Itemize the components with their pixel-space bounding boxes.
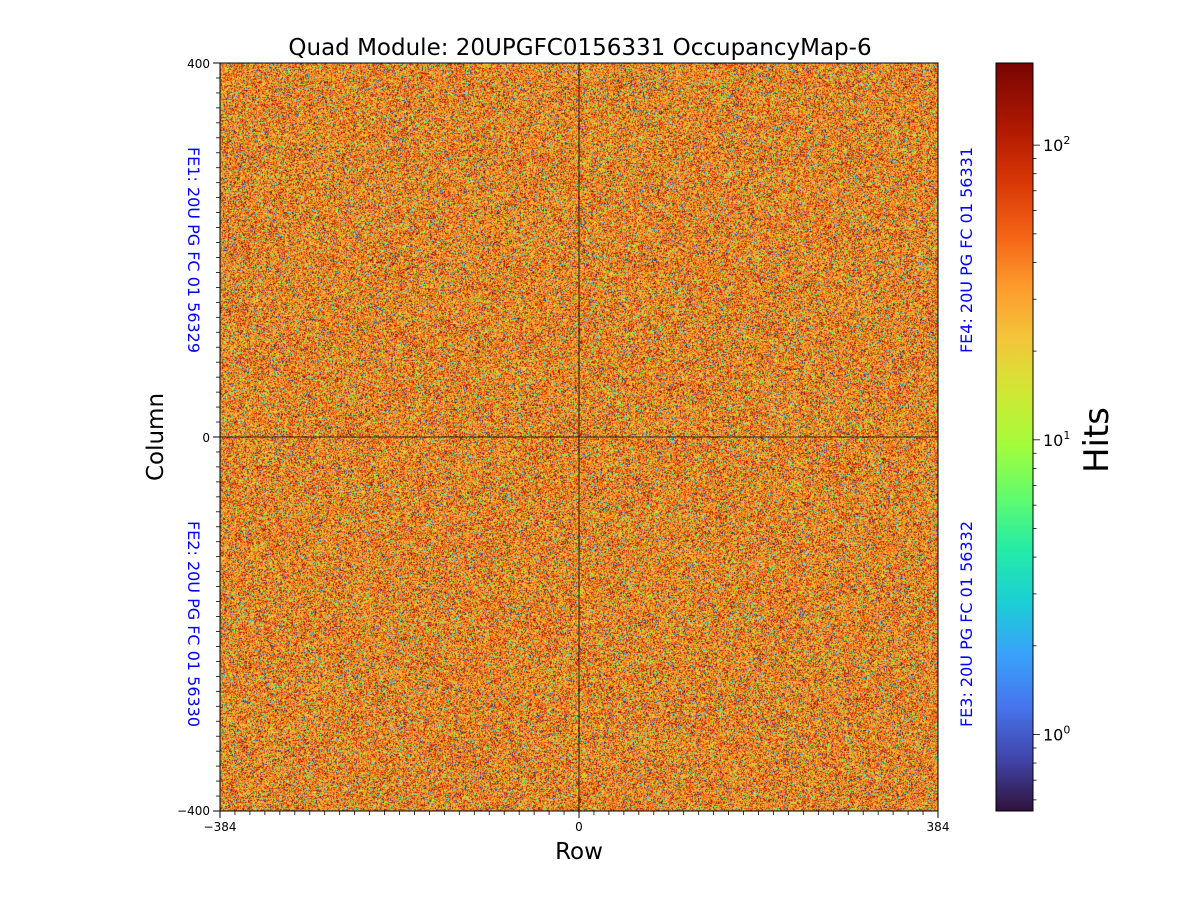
- x-tick-label: 384: [927, 820, 950, 834]
- annotation-fe2: FE2: 20U PG FC 01 56330: [184, 521, 203, 727]
- colorbar-major-ticks: 100 101 102: [1033, 134, 1070, 744]
- colorbar-tick-label: 100: [1043, 723, 1070, 744]
- x-axis: −384 0 384 Row: [204, 811, 950, 865]
- chart-title: Quad Module: 20UPGFC0156331 OccupancyMap…: [288, 35, 871, 61]
- x-axis-label: Row: [555, 839, 603, 865]
- chip-annotations: FE1: 20U PG FC 01 56329 FE2: 20U PG FC 0…: [184, 147, 976, 727]
- y-tick-label: 400: [187, 57, 210, 71]
- minor-ticks: [216, 77, 924, 815]
- annotation-fe4: FE4: 20U PG FC 01 56331: [957, 147, 976, 353]
- y-axis-label: Column: [143, 393, 169, 481]
- colorbar-tick-label: 102: [1043, 134, 1070, 155]
- colorbar-minor-ticks: [1033, 158, 1037, 801]
- y-tick-label: 0: [202, 431, 210, 445]
- annotation-fe3: FE3: 20U PG FC 01 56332: [957, 521, 976, 727]
- x-tick-label: −384: [204, 820, 237, 834]
- colorbar-label: Hits: [1077, 407, 1117, 473]
- heatmap: [219, 62, 939, 812]
- y-axis: 400 0 −400 Column: [143, 57, 220, 818]
- y-tick-label: −400: [177, 804, 210, 818]
- colorbar-gradient: [995, 62, 1034, 812]
- annotation-fe1: FE1: 20U PG FC 01 56329: [184, 147, 203, 353]
- x-tick-label: 0: [575, 820, 583, 834]
- colorbar: 100 101 102 Hits: [995, 62, 1117, 812]
- colorbar-tick-label: 101: [1043, 429, 1070, 450]
